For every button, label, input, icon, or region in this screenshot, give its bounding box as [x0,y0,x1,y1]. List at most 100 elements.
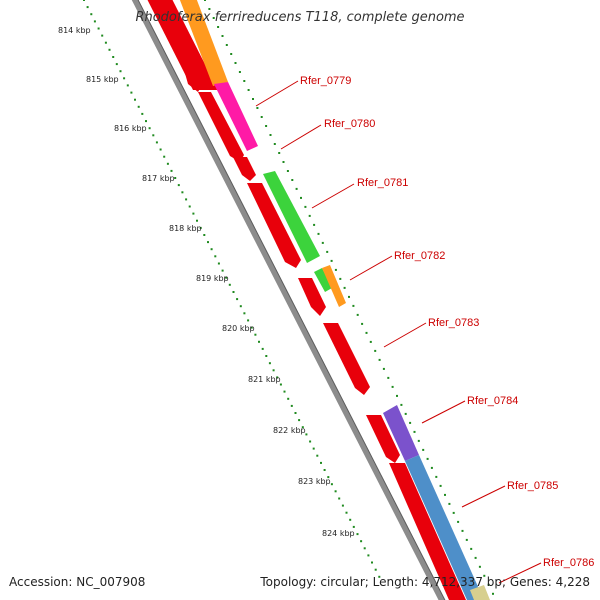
tick-mark [334,490,337,493]
tick-mark [448,502,451,505]
gene-label[interactable]: Rfer_0781 [357,177,408,189]
tick-mark [104,41,107,44]
leader-line [498,562,542,584]
tick-mark [369,340,372,343]
tick-mark [166,162,169,165]
gene-arrow-purple[interactable] [383,405,419,461]
tick-mark [461,529,464,532]
tick-mark [243,312,246,315]
tick-mark [341,504,344,507]
tick-mark [452,511,455,514]
gene-arrow-cds[interactable] [247,183,301,268]
tick-mark [217,26,220,28]
gene-arrow-cds[interactable] [198,92,244,162]
gene-arrow-khaki[interactable] [470,585,490,600]
tick-mark [457,520,460,523]
gene-arrow-cds[interactable] [298,278,326,316]
inner-tick-track [83,0,381,578]
tick-mark [101,34,104,37]
tick-mark [349,518,352,521]
tick-mark [439,484,442,487]
tick-mark [207,241,209,244]
tick-mark [265,355,268,357]
tick-mark [188,205,191,208]
gene-arrow-cds[interactable] [366,415,400,463]
tick-mark [228,283,231,286]
gene-arrow-orange-small[interactable] [322,265,346,307]
gene-arrow-blue[interactable] [405,455,484,600]
tick-mark [378,358,381,361]
tick-mark [217,262,220,265]
tick-mark [236,298,239,301]
accession-text: Accession: NC_007908 [9,575,146,589]
tick-mark [232,291,235,293]
tick-mark [291,179,294,181]
gene-arrow-cds[interactable] [145,0,218,90]
tick-mark [286,170,289,172]
gene-label[interactable]: Rfer_0780 [324,118,375,130]
gene-arrow-cds[interactable] [179,52,205,92]
tick-mark [404,412,407,415]
tick-mark [287,397,290,400]
gene-arrow-magenta[interactable] [214,82,258,151]
tick-mark [367,554,370,557]
tick-mark [352,525,355,528]
tick-mark [343,286,346,289]
tick-mark [174,177,177,179]
tick-mark [474,556,477,559]
tick-mark [356,313,359,316]
gene-arrow-cds[interactable] [233,157,256,181]
gene-arrow-orange[interactable] [178,0,228,86]
tick-mark [378,575,381,578]
tick-mark [256,107,259,109]
tick-mark [204,0,206,1]
tick-mark [492,592,494,595]
tick-mark [148,127,151,130]
gene-label[interactable]: Rfer_0783 [428,317,479,329]
gene-label[interactable]: Rfer_0782 [394,250,445,262]
tick-mark [478,565,481,568]
gene-arrow-green[interactable] [263,171,320,263]
gene-label[interactable]: Rfer_0784 [467,395,518,407]
tick-mark [192,212,195,215]
gene-label[interactable]: Rfer_0786 [543,557,594,569]
genome-summary-text: Topology: circular; Length: 4,712,337 bp… [260,575,590,589]
kbp-label: 824 kbp [322,529,355,538]
gene-label[interactable]: Rfer_0779 [300,75,351,87]
tick-mark [283,390,286,393]
gene-arrow-cds[interactable] [323,323,370,395]
tick-mark [119,70,122,73]
tick-mark [268,362,271,365]
tick-mark [221,269,224,272]
tick-mark [141,112,144,115]
tick-mark [199,226,202,229]
tick-mark [387,376,390,379]
tick-mark [221,35,224,37]
tick-mark [391,385,394,388]
tick-mark [163,155,166,158]
gene-arrow-green-small[interactable] [314,268,332,292]
gene-arrow-cds[interactable] [389,463,466,600]
tick-mark [225,44,228,46]
tick-mark [123,77,126,80]
tick-mark [210,248,213,251]
kbp-label: 818 kbp [169,224,202,233]
tick-mark [374,349,377,352]
tick-mark [250,326,253,329]
tick-mark [145,120,147,123]
tick-mark [435,475,438,478]
tick-mark [278,152,281,154]
gene-labels: Rfer_0779 Rfer_0780 Rfer_0781 Rfer_0782 … [300,75,594,569]
gene-label[interactable]: Rfer_0785 [507,480,558,492]
tick-mark [265,125,268,127]
tick-mark [90,13,93,16]
tick-mark [339,277,342,280]
tick-mark [282,161,285,163]
tick-mark [305,433,308,436]
genome-backbone [131,0,446,600]
kbp-label: 820 kbp [222,324,255,333]
tick-mark [243,80,246,82]
tick-mark [330,259,333,262]
tick-mark [112,56,115,58]
